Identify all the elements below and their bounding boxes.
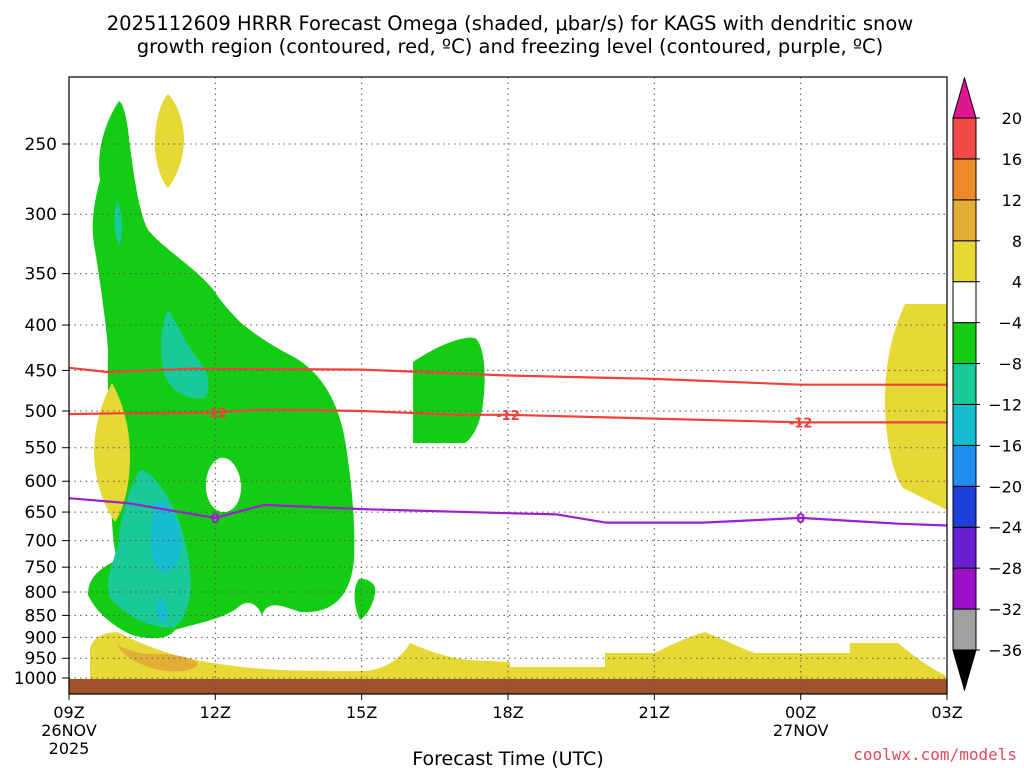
colorbar-label: −24 (988, 518, 1022, 537)
contour-line-0 (68, 366, 947, 386)
omega-region-green-small (354, 578, 376, 620)
colorbar-bottom-arrow (952, 649, 977, 692)
colorbar-segment (952, 322, 977, 365)
y-tick-label: 550 (25, 439, 57, 459)
x-tick-sublabel-date: 26NOV (41, 721, 97, 740)
colorbar-segment (952, 608, 977, 651)
colorbar-label: −12 (988, 395, 1022, 414)
omega-region-green-mid (413, 337, 485, 443)
y-tick-label: 600 (25, 472, 57, 492)
x-tick-label: 03Z (931, 703, 962, 722)
omega-region-yellow-upper (154, 94, 184, 188)
colorbar-segment (952, 363, 977, 405)
omega-region-cyan-core (150, 500, 181, 573)
terrain-ground-bar (69, 679, 947, 694)
colorbar-segment (952, 240, 977, 283)
colorbar-label: −20 (988, 477, 1022, 496)
y-tick-label: 750 (25, 558, 57, 578)
x-tick-label: 09Z (53, 703, 84, 722)
colorbar-segment (952, 485, 977, 528)
x-tick-label: 18Z (492, 703, 523, 722)
colorbar-label: 12 (1002, 191, 1022, 210)
colorbar-label: −32 (988, 600, 1022, 619)
omega-region-yellow-left (94, 383, 130, 522)
colorbar-label: 16 (1002, 150, 1022, 169)
y-tick-label: 950 (25, 649, 57, 669)
x-axis-label: Forecast Time (UTC) (412, 748, 603, 768)
colorbar-segment (952, 158, 977, 201)
omega-region-teal-upper (161, 310, 209, 399)
colorbar-segment (952, 281, 977, 324)
omega-region-yellow-right (885, 304, 947, 510)
contour-lines: -12 -12 -12 0 0 (68, 366, 948, 527)
colorbar-segment (952, 567, 977, 610)
colorbar-label: −16 (988, 436, 1022, 455)
grid-lines (69, 77, 947, 694)
y-tick-label: 350 (25, 265, 57, 285)
colorbar: −36 −32 −28 −24 −20 −16 −12 −8 −4 4 8 12 16 20 (952, 76, 1022, 692)
y-tick-label: 250 (25, 135, 57, 155)
colorbar-segment (952, 403, 977, 446)
colorbar-label: −36 (988, 641, 1022, 660)
omega-region-yellow-low (90, 632, 947, 680)
colorbar-segment (952, 444, 977, 487)
y-tick-label: 500 (25, 402, 57, 422)
colorbar-segment (952, 526, 977, 569)
chart-title-line2: growth region (contoured, red, ºC) and f… (137, 35, 884, 58)
colorbar-label: −28 (988, 559, 1022, 578)
x-tick-label: 00Z (785, 703, 816, 722)
y-tick-label: 650 (25, 503, 57, 523)
y-tick-label: 900 (25, 628, 57, 648)
chart-title-line1: 2025112609 HRRR Forecast Omega (shaded, … (107, 12, 914, 35)
colorbar-label: 20 (1002, 109, 1022, 128)
colorbar-label: 8 (1012, 232, 1022, 251)
contour-label: 0 (796, 512, 805, 527)
omega-region-orange-core (117, 644, 198, 672)
y-tick-label: 800 (25, 583, 57, 603)
colorbar-label: −8 (998, 355, 1022, 374)
colorbar-label: −4 (998, 314, 1022, 333)
y-tick-label: 450 (25, 361, 57, 381)
x-tick-sublabel-date: 27NOV (773, 721, 829, 740)
credit-link[interactable]: coolwx.com/models (853, 745, 1017, 764)
contour-label: -12 (204, 407, 228, 422)
omega-region-cyan-small (156, 598, 168, 623)
colorbar-segment (952, 199, 977, 242)
x-tick-label: 21Z (639, 703, 670, 722)
x-tick-sublabel-year: 2025 (49, 739, 90, 758)
contour-label: -12 (496, 409, 520, 424)
contour-line-1 (68, 408, 947, 424)
colorbar-top-arrow (952, 76, 977, 119)
omega-region-teal-top (114, 200, 123, 246)
colorbar-label: 4 (1012, 273, 1022, 292)
y-tick-label: 1000 (14, 669, 57, 689)
contour-label: 0 (211, 512, 220, 527)
omega-region-white-hole (205, 457, 242, 513)
y-tick-label: 400 (25, 316, 57, 336)
colorbar-segment (952, 117, 977, 160)
contour-line-2 (68, 497, 948, 527)
y-tick-label: 700 (25, 532, 57, 552)
x-tick-label: 12Z (200, 703, 231, 722)
y-tick-label: 300 (25, 205, 57, 225)
y-axis: 2503003504004505005506006507007508008509… (14, 135, 69, 689)
contour-label: -12 (789, 416, 813, 431)
x-tick-label: 15Z (346, 703, 377, 722)
y-tick-label: 850 (25, 606, 57, 626)
